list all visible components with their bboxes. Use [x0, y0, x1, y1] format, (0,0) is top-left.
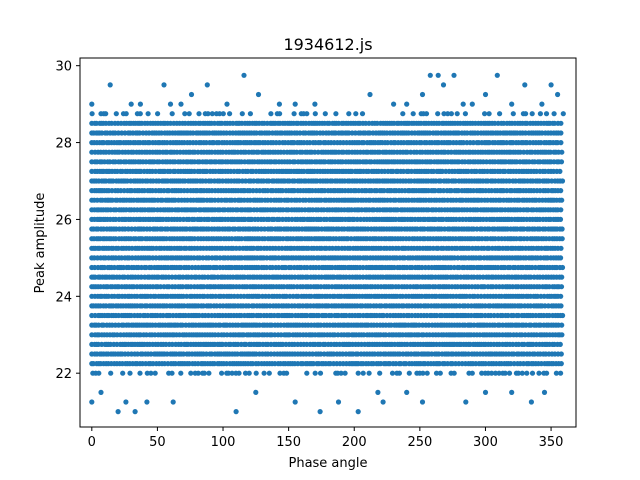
data-point — [529, 370, 536, 376]
data-point — [558, 159, 565, 165]
data-point — [559, 236, 565, 242]
data-point — [195, 370, 201, 376]
data-point — [469, 370, 475, 376]
data-point — [253, 370, 259, 376]
data-point — [559, 197, 565, 203]
data-point — [559, 226, 565, 232]
data-point — [178, 370, 184, 376]
data-points — [89, 72, 566, 415]
data-point — [558, 130, 564, 136]
data-point — [557, 216, 564, 222]
data-point — [312, 370, 318, 376]
data-point — [89, 111, 95, 117]
data-point — [317, 370, 324, 376]
data-point — [559, 332, 565, 338]
data-point — [506, 370, 513, 376]
data-point — [492, 370, 499, 376]
data-point — [559, 274, 565, 280]
data-point — [236, 370, 242, 376]
data-point — [127, 370, 133, 376]
data-point — [188, 370, 194, 376]
data-point — [558, 188, 564, 194]
data-point — [206, 370, 212, 376]
data-point — [108, 370, 114, 376]
data-point — [451, 370, 457, 376]
data-point — [524, 370, 530, 376]
data-point — [558, 284, 565, 290]
data-point — [366, 370, 372, 376]
data-point — [489, 370, 495, 376]
data-point — [424, 370, 430, 376]
data-point — [558, 140, 564, 146]
data-point — [433, 370, 440, 376]
data-point — [559, 178, 566, 184]
data-point — [558, 255, 564, 261]
data-point — [519, 370, 525, 376]
data-point — [544, 370, 550, 376]
data-point — [284, 370, 290, 376]
data-point — [558, 303, 564, 309]
data-point — [536, 370, 542, 376]
data-point — [558, 120, 564, 126]
data-point — [557, 341, 563, 347]
data-point — [360, 370, 366, 376]
data-point — [103, 111, 109, 117]
data-point — [246, 370, 252, 376]
data-point — [201, 370, 207, 376]
data-point — [558, 370, 564, 376]
data-point — [169, 370, 175, 376]
data-point — [559, 322, 565, 328]
data-point — [502, 370, 508, 376]
data-point — [229, 370, 235, 376]
data-point — [277, 370, 283, 376]
data-point — [225, 370, 232, 376]
data-point — [496, 370, 502, 376]
data-point — [389, 370, 396, 376]
chart-title: 1934612.js — [283, 35, 372, 54]
data-point — [144, 370, 150, 376]
data-point — [396, 370, 402, 376]
data-point — [342, 370, 348, 376]
data-point — [266, 370, 272, 376]
data-point — [557, 168, 563, 174]
data-point — [148, 370, 154, 376]
data-point — [113, 111, 119, 117]
data-point — [219, 370, 225, 376]
data-point — [120, 370, 126, 376]
data-point — [558, 351, 564, 357]
data-point — [137, 111, 143, 117]
data-point — [304, 370, 310, 376]
data-point — [152, 370, 158, 376]
data-point — [558, 293, 564, 299]
data-point — [96, 370, 102, 376]
data-point — [406, 370, 412, 376]
data-point — [553, 370, 560, 376]
data-point — [137, 370, 143, 376]
data-point — [261, 370, 267, 376]
data-point — [437, 370, 443, 376]
data-point — [560, 312, 566, 319]
data-point — [338, 370, 344, 376]
data-point — [559, 149, 565, 155]
data-point — [558, 207, 564, 213]
data-point — [515, 370, 522, 376]
data-point — [123, 111, 129, 117]
data-point — [242, 370, 249, 376]
data-point — [558, 245, 564, 251]
data-point — [377, 370, 383, 376]
data-point — [558, 361, 564, 367]
data-point — [479, 370, 485, 376]
data-point — [559, 264, 566, 271]
data-point — [420, 370, 426, 376]
data-point — [355, 370, 361, 376]
